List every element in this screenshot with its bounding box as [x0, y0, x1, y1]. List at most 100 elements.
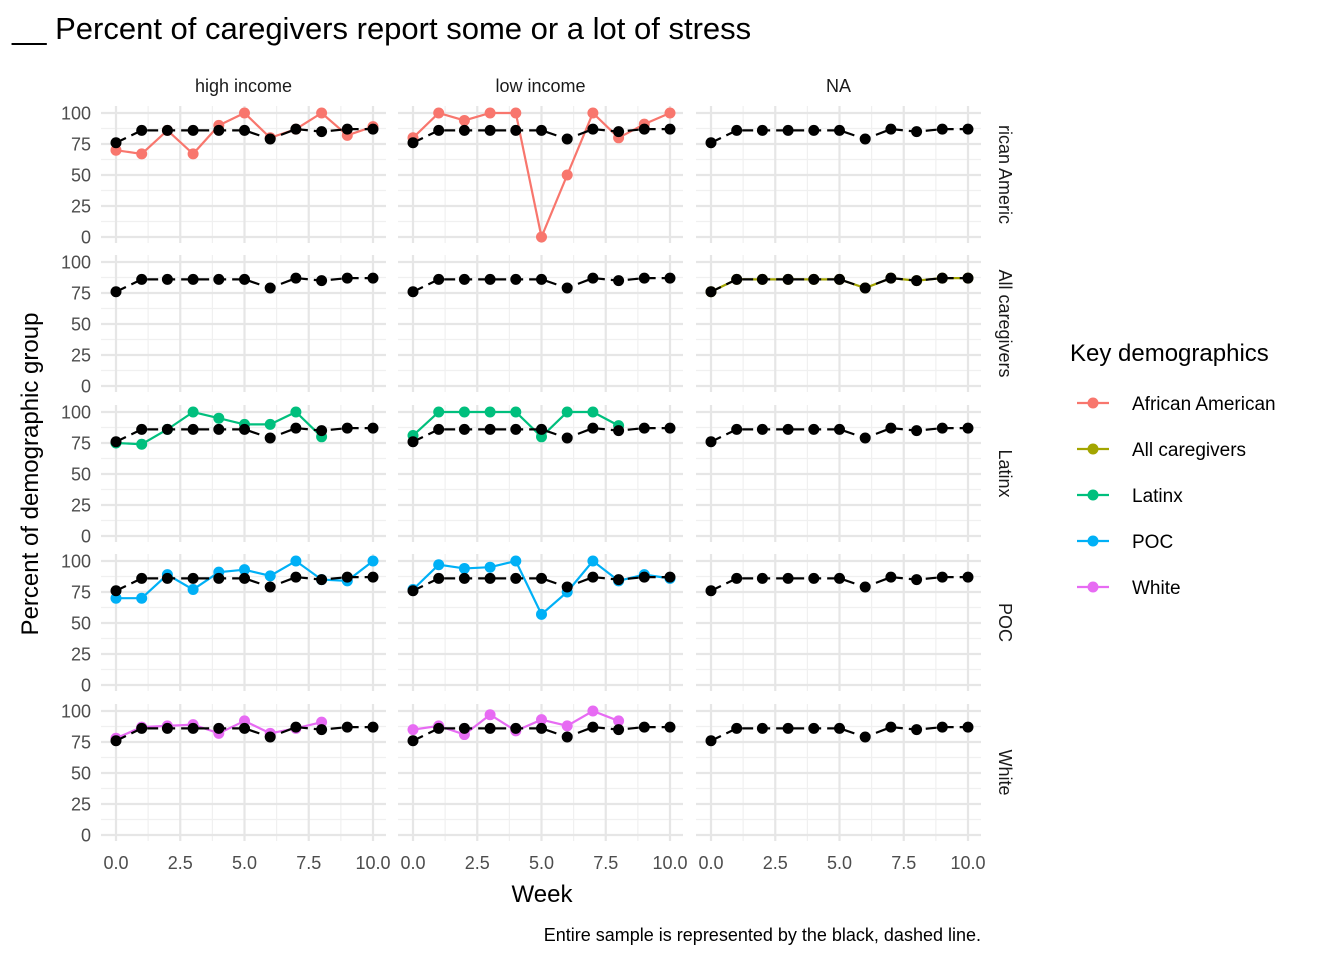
series-point — [561, 406, 573, 418]
entire-sample-point — [316, 724, 328, 736]
entire-sample-series — [705, 422, 974, 448]
entire-sample-point — [936, 571, 948, 583]
entire-sample-point — [290, 721, 302, 733]
entire-sample-point — [458, 273, 470, 285]
entire-sample-point — [458, 423, 470, 435]
x-tick-label: 0.0 — [698, 853, 723, 873]
entire-sample-point — [110, 436, 122, 448]
x-tick-label: 2.5 — [763, 853, 788, 873]
entire-sample-point — [962, 721, 974, 733]
entire-sample-point — [962, 571, 974, 583]
series-point — [536, 608, 547, 620]
entire-sample-point — [187, 423, 199, 435]
entire-sample-point — [613, 425, 625, 437]
entire-sample-point — [638, 272, 650, 284]
entire-sample-point — [536, 124, 547, 136]
x-tick-label: 2.5 — [465, 853, 490, 873]
legend-item: POC — [1077, 532, 1173, 553]
entire-sample-point — [561, 432, 573, 444]
entire-sample-point — [705, 286, 717, 298]
entire-sample-point — [510, 722, 522, 734]
entire-sample-point — [264, 581, 276, 593]
entire-sample-point — [290, 123, 302, 135]
y-tick-label: 25 — [71, 645, 91, 665]
entire-sample-point — [239, 423, 250, 435]
y-tick-label: 100 — [61, 552, 91, 572]
entire-sample-point — [561, 731, 573, 743]
entire-sample-point — [136, 423, 148, 435]
entire-sample-point — [136, 722, 148, 734]
entire-sample-series — [407, 721, 676, 747]
facet-row-label: POC — [995, 603, 1015, 642]
facet-column-label: low income — [495, 76, 585, 96]
entire-sample-point — [484, 722, 496, 734]
chart-caption: Entire sample is represented by the blac… — [544, 925, 981, 945]
entire-sample-point — [484, 423, 496, 435]
facet-row-label: Latinx — [995, 449, 1015, 497]
entire-sample-point — [782, 124, 794, 136]
entire-sample-point — [911, 126, 923, 138]
entire-sample-point — [911, 425, 923, 437]
entire-sample-point — [161, 273, 173, 285]
entire-sample-point — [264, 282, 276, 294]
entire-sample-point — [161, 722, 173, 734]
entire-sample-point — [911, 574, 923, 586]
entire-sample-point — [587, 721, 599, 733]
entire-sample-point — [407, 436, 419, 448]
entire-sample-point — [731, 124, 743, 136]
y-tick-label: 0 — [81, 676, 91, 696]
entire-sample-point — [561, 133, 573, 145]
series-point — [484, 406, 496, 418]
entire-sample-point — [536, 572, 547, 584]
entire-sample-point — [290, 571, 302, 583]
entire-sample-point — [834, 124, 845, 136]
y-tick-label: 75 — [71, 434, 91, 454]
series-point — [187, 584, 199, 596]
entire-sample-point — [264, 432, 276, 444]
x-axis-label: Week — [512, 881, 574, 908]
y-tick-label: 0 — [81, 527, 91, 547]
y-axis-label: Percent of demographic group — [17, 313, 44, 636]
legend-key-point — [1087, 581, 1099, 593]
entire-sample-point — [136, 124, 148, 136]
entire-sample-point — [613, 126, 625, 138]
entire-sample-point — [705, 436, 717, 448]
y-tick-label: 75 — [71, 135, 91, 155]
series-point — [458, 406, 470, 418]
y-tick-label: 50 — [71, 614, 91, 634]
entire-sample-point — [587, 571, 599, 583]
entire-sample-point — [290, 422, 302, 434]
facet-panel — [696, 405, 981, 542]
y-tick-label: 75 — [71, 583, 91, 603]
entire-sample-point — [664, 422, 676, 434]
entire-sample-point — [239, 572, 250, 584]
series-point — [316, 107, 328, 119]
facet-row-label: rican Americ — [995, 125, 1015, 224]
entire-sample-point — [808, 572, 820, 584]
entire-sample-point — [782, 273, 794, 285]
entire-sample-point — [859, 282, 871, 294]
entire-sample-point — [587, 272, 599, 284]
facet-panels — [101, 106, 981, 841]
entire-sample-point — [962, 123, 974, 135]
y-tick-label: 50 — [71, 764, 91, 784]
entire-sample-series — [110, 571, 379, 597]
entire-sample-point — [756, 423, 768, 435]
entire-sample-point — [962, 272, 974, 284]
entire-sample-point — [110, 735, 122, 747]
entire-sample-point — [161, 572, 173, 584]
entire-sample-point — [407, 735, 419, 747]
entire-sample-series — [407, 571, 676, 597]
series-point — [587, 555, 599, 567]
series-point — [510, 107, 522, 119]
entire-sample-point — [756, 124, 768, 136]
entire-sample-point — [341, 422, 353, 434]
entire-sample-point — [885, 721, 897, 733]
y-tick-label: 50 — [71, 315, 91, 335]
entire-sample-point — [213, 572, 225, 584]
entire-sample-point — [239, 124, 250, 136]
entire-sample-point — [433, 572, 445, 584]
series-point — [290, 406, 302, 418]
y-tick-label: 100 — [61, 104, 91, 124]
series-point — [407, 724, 419, 736]
